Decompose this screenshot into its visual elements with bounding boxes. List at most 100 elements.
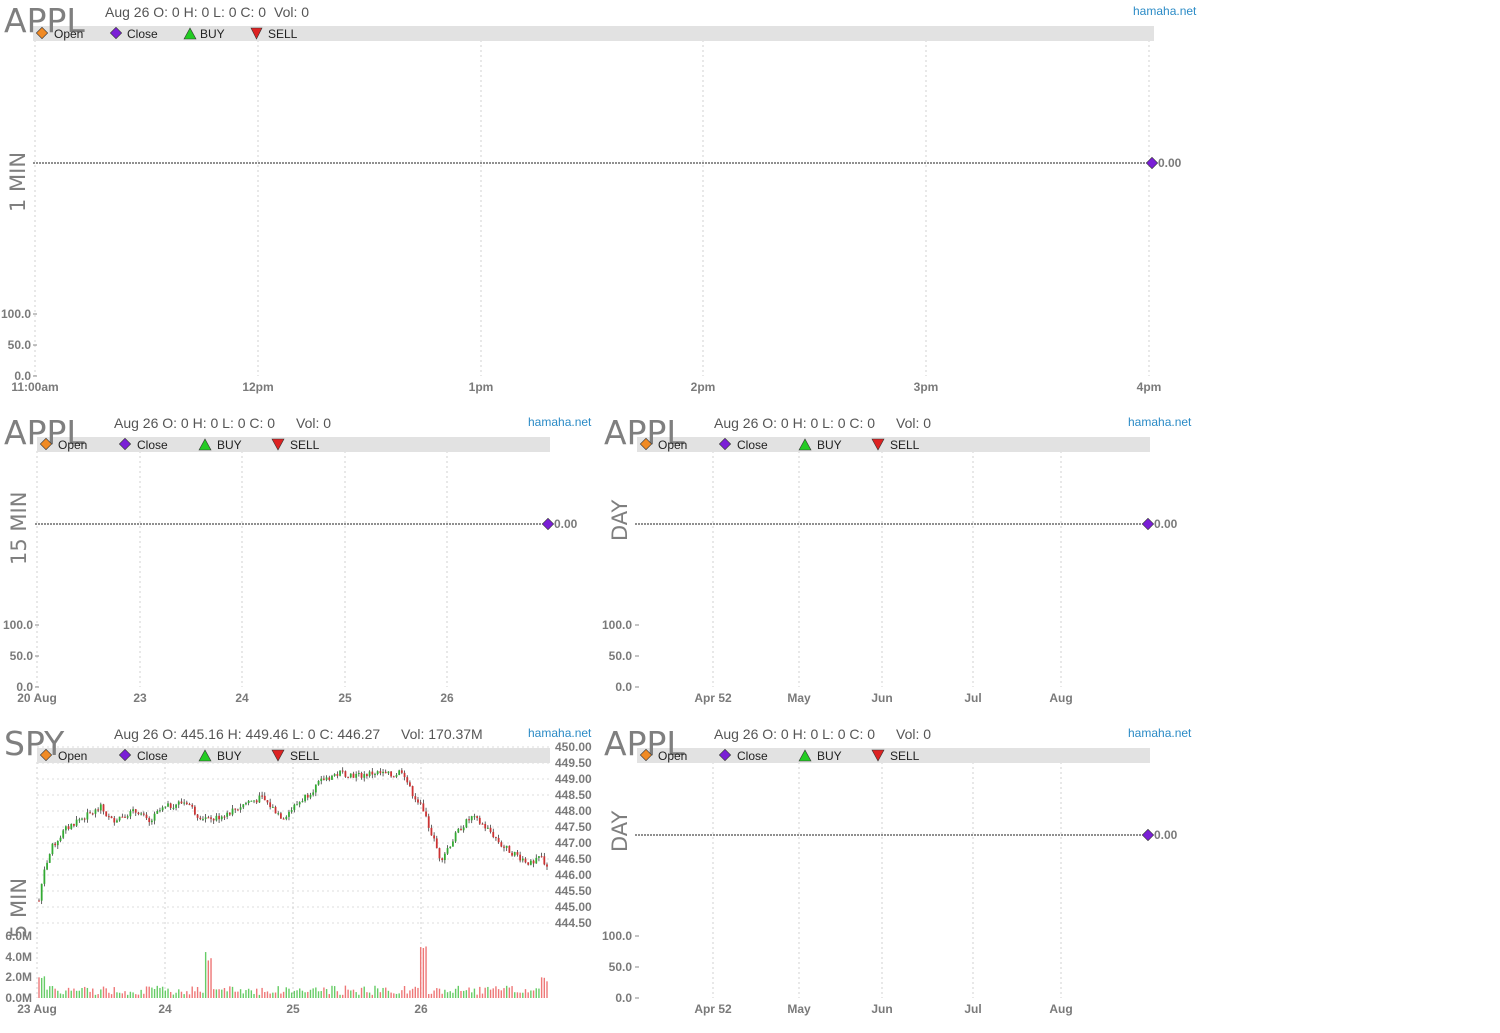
candle-body <box>110 816 113 819</box>
volume-bar <box>143 993 145 998</box>
candle-body <box>430 827 433 836</box>
buy-icon <box>798 749 812 762</box>
candle-body <box>196 814 199 818</box>
volume-bar <box>328 994 330 998</box>
volume-bar <box>401 990 403 998</box>
legend-buy: BUY <box>217 749 242 763</box>
volume-bar <box>126 994 129 998</box>
volume-bar <box>272 992 274 998</box>
x-tick-label: Apr 52 <box>694 1002 732 1016</box>
candle-body <box>446 848 449 854</box>
candle-body <box>333 774 336 776</box>
candle-body <box>357 772 360 774</box>
legend: Open Close BUY SELL <box>39 437 320 452</box>
volume-bar <box>204 952 207 998</box>
candle-body <box>323 778 325 780</box>
brand-link[interactable]: hamaha.net <box>528 415 592 429</box>
candle-body <box>376 771 379 774</box>
volume-bar <box>43 976 46 998</box>
volume-bar <box>213 989 215 998</box>
volume-bar <box>438 988 441 998</box>
legend-close: Close <box>737 749 768 763</box>
legend-buy: BUY <box>817 749 842 763</box>
volume-bar <box>221 989 223 998</box>
candle-body <box>500 842 503 847</box>
volume-bar <box>113 987 115 998</box>
vol-tick-label: 6.0M <box>5 929 32 943</box>
volume-bar <box>446 992 449 998</box>
volume-bar <box>516 992 519 998</box>
vol-tick-label: 4.0M <box>5 950 32 964</box>
volume-bar <box>468 987 470 998</box>
candle-body <box>234 808 237 810</box>
candle-body <box>476 816 479 818</box>
volume-bar <box>449 991 451 998</box>
candle-body <box>435 838 438 849</box>
period-label: 5 MIN <box>7 878 31 938</box>
volume-bar <box>161 986 164 998</box>
candle-body <box>527 862 530 865</box>
candle-body <box>86 812 89 820</box>
brand-link[interactable]: hamaha.net <box>1128 415 1192 429</box>
period-label: DAY <box>608 499 632 541</box>
candle-body <box>183 802 186 804</box>
grid-vertical <box>36 762 422 998</box>
volume-bar <box>484 987 486 998</box>
volume-bar <box>183 994 185 998</box>
volume-bar <box>62 994 64 998</box>
volume-bar <box>358 994 360 998</box>
last-price-label: 0.00 <box>554 517 578 531</box>
x-tick-label: Jul <box>964 1002 981 1016</box>
candle-body <box>306 794 309 798</box>
volume-bar <box>355 992 357 998</box>
volume-bar <box>296 990 298 998</box>
candle-body <box>433 835 436 839</box>
candle-body <box>505 845 508 848</box>
candle-body <box>242 804 245 808</box>
candle-body <box>67 826 70 830</box>
y-tick-label: 50.0 <box>609 649 633 663</box>
candle-body <box>406 777 409 783</box>
volume-bar <box>487 986 489 998</box>
grid-vertical <box>34 40 1150 376</box>
x-axis-ticks: Apr 52 May Jun Jul Aug <box>694 691 1072 705</box>
y-tick-label: 446.00 <box>555 868 592 882</box>
legend-open: Open <box>58 749 87 763</box>
close-icon <box>109 26 123 40</box>
volume-bar <box>274 992 277 998</box>
candle-body <box>172 807 175 809</box>
period-label: 15 MIN <box>7 492 31 565</box>
volume-axis-ticks: 6.0M 4.0M 2.0M 0.0M <box>5 929 32 1005</box>
brand-link[interactable]: hamaha.net <box>528 726 592 740</box>
candle-body <box>503 846 505 848</box>
candle-body <box>282 818 285 820</box>
grid-vertical <box>36 451 448 687</box>
volume-bar <box>89 991 91 998</box>
volume-bar <box>178 989 180 998</box>
candle-body <box>492 831 495 838</box>
candle-body <box>116 820 118 823</box>
open-icon <box>35 26 49 40</box>
volume-bar <box>175 992 177 998</box>
candle-body <box>38 900 40 902</box>
brand-link[interactable]: hamaha.net <box>1128 726 1192 740</box>
volume-bar <box>148 986 150 998</box>
candle-body <box>253 800 255 802</box>
volume-bar <box>422 948 425 998</box>
volume-bar <box>382 987 384 998</box>
candle-body <box>521 858 524 861</box>
volume-bar <box>444 989 446 998</box>
volume-bar <box>505 985 508 998</box>
volume-bar <box>156 985 158 998</box>
sell-icon <box>271 438 285 451</box>
candle-body <box>460 828 462 831</box>
candle-body <box>457 828 460 833</box>
volume-bar <box>411 988 414 998</box>
x-axis-ticks: 20 Aug 23 24 25 26 <box>17 691 454 705</box>
vol-tick-label: 0.0M <box>5 991 32 1005</box>
volume-bar <box>67 987 70 998</box>
brand-link[interactable]: hamaha.net <box>1133 4 1197 18</box>
volume-bar <box>419 947 422 998</box>
candle-body <box>543 856 546 865</box>
candle-body <box>336 774 339 776</box>
